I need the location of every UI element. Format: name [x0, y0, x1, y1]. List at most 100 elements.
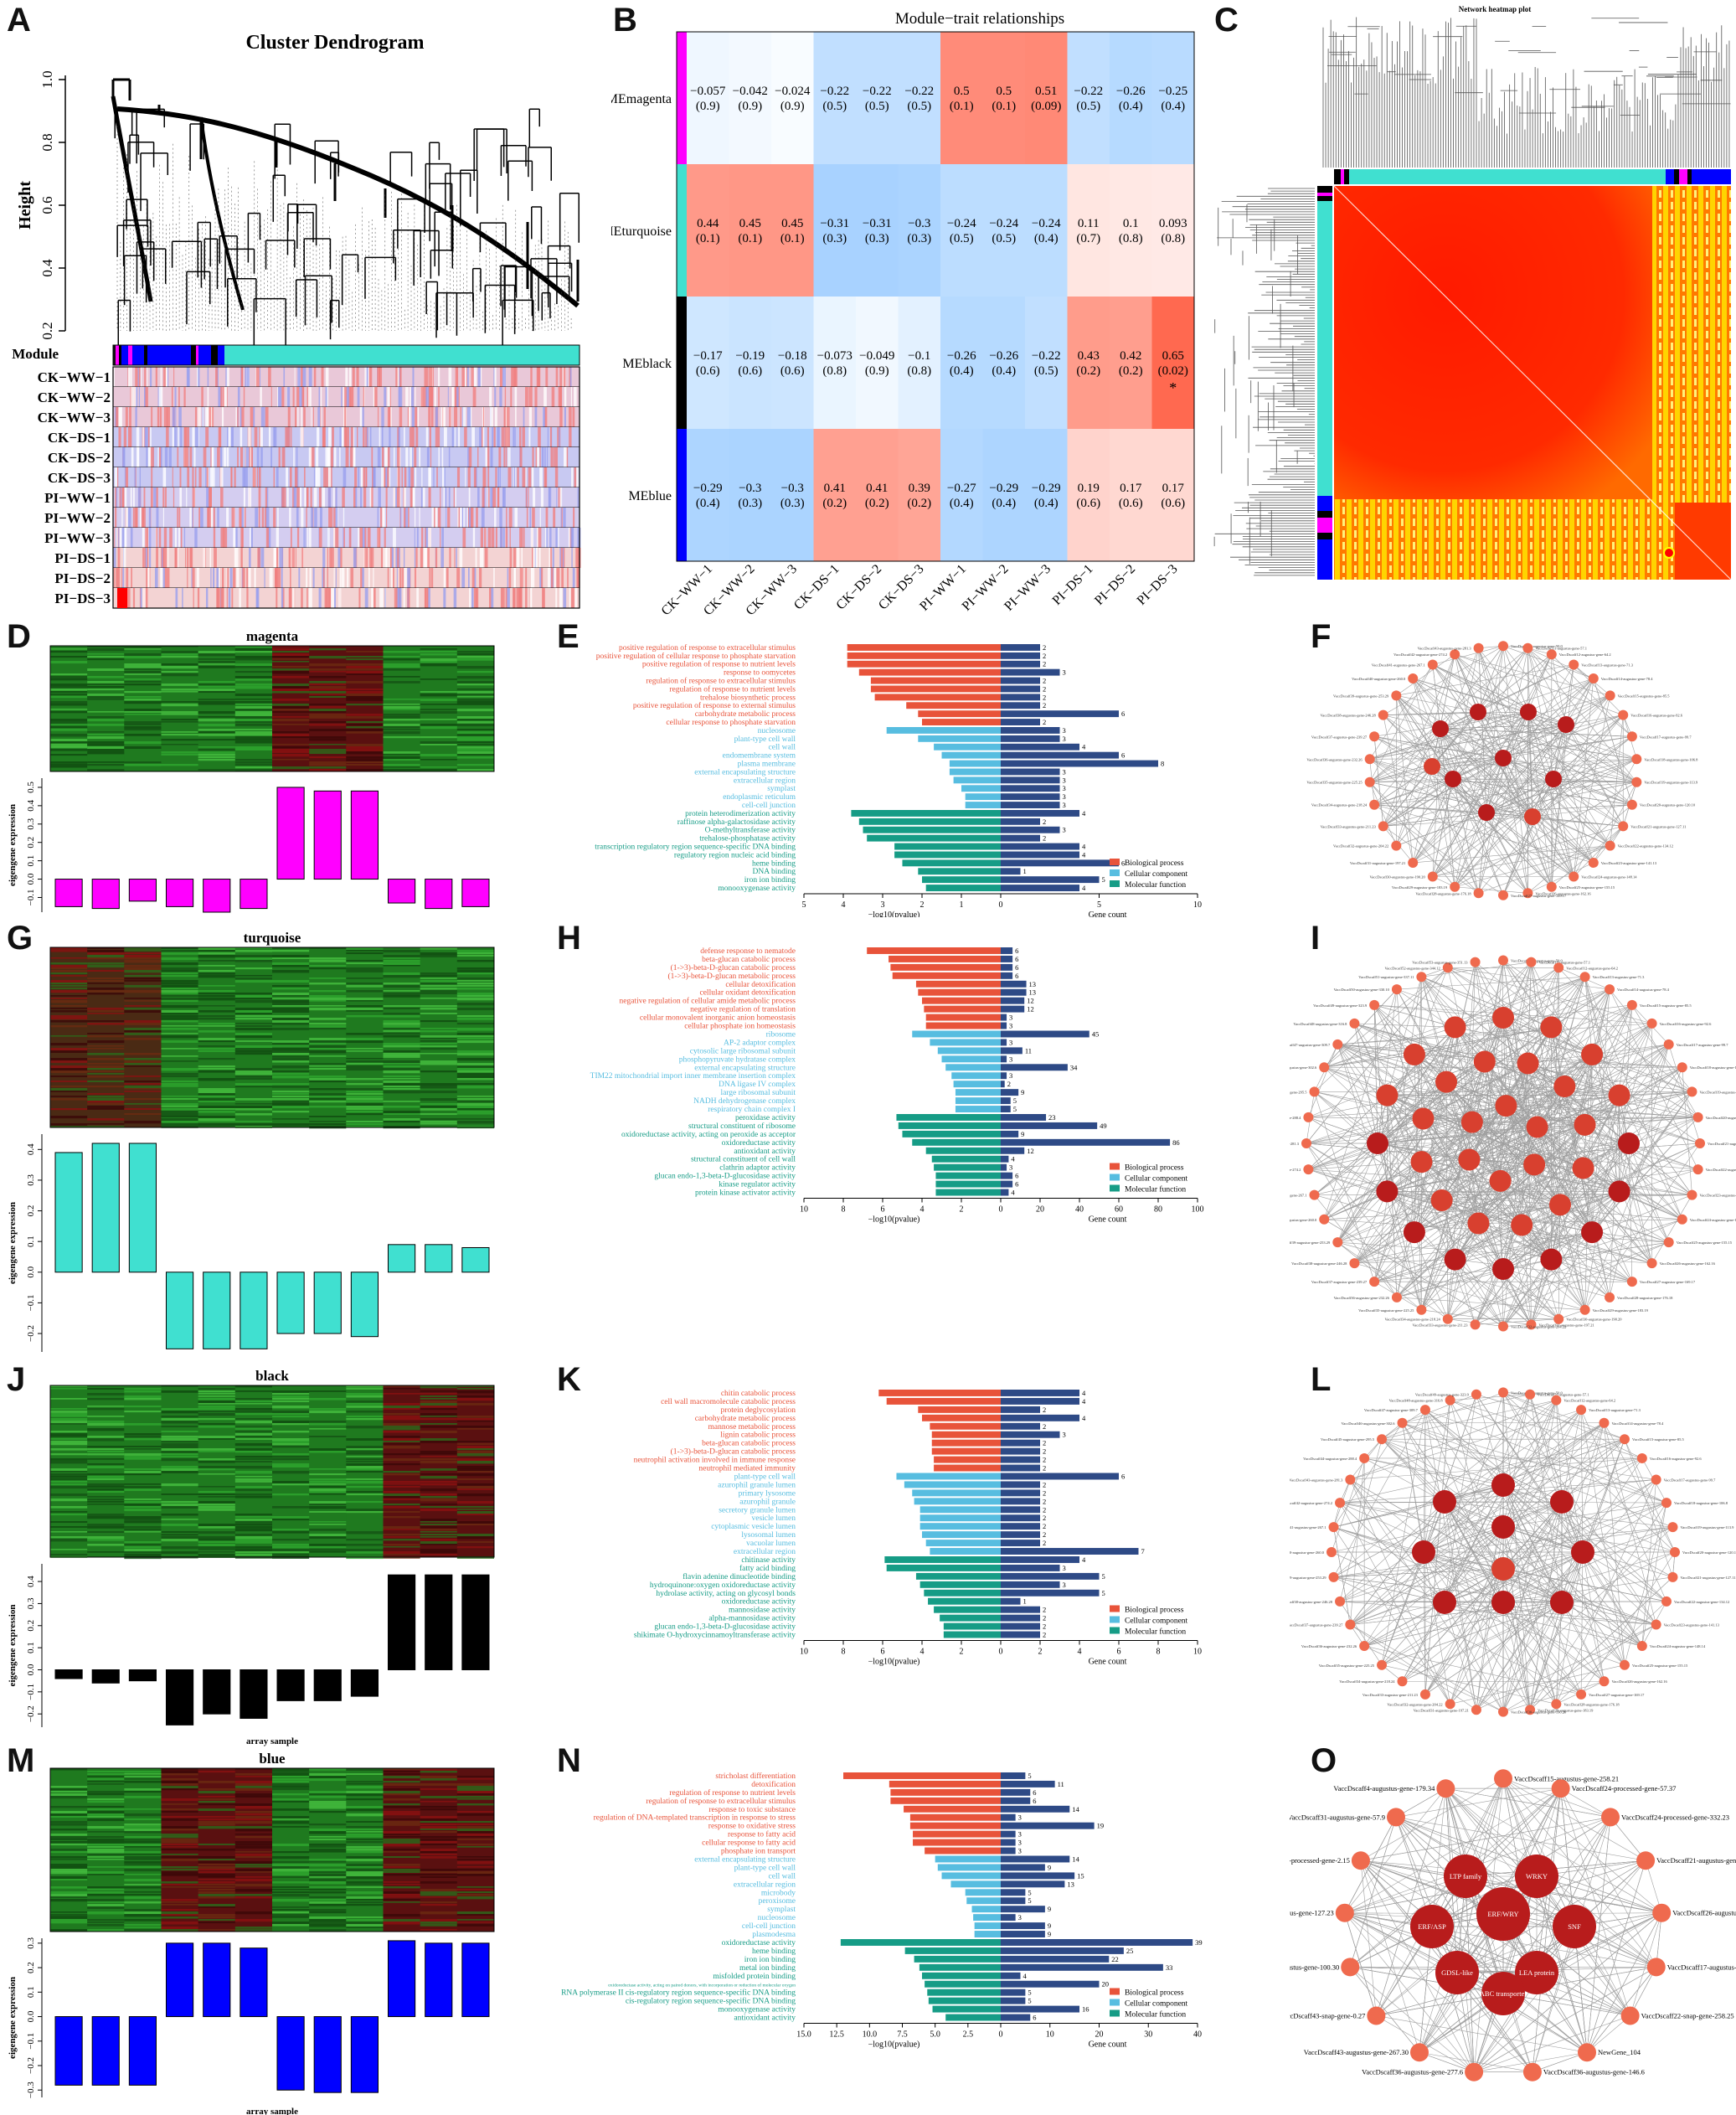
eigengene-heatmap-stripe [272, 1411, 310, 1414]
go-count-bar [1001, 1805, 1070, 1813]
cell-pvalue: (0.1) [738, 232, 762, 245]
heatmap-stripe [325, 387, 327, 407]
eigengene-heatmap-stripe [50, 970, 88, 972]
heatmap-stripe [368, 548, 372, 568]
eigengene-heatmap-stripe [346, 1876, 384, 1880]
eigengene-heatmap-stripe [346, 1481, 384, 1484]
go-xlabel-left: −log10(pvalue) [868, 1658, 920, 1667]
module-trait-cell [1110, 164, 1152, 297]
go-count-label: 15 [1077, 1871, 1084, 1880]
eigengene-heatmap-stripe [420, 1844, 457, 1845]
eigengene-heatmap-stripe [87, 716, 125, 719]
eigengene-heatmap-stripe [272, 1073, 310, 1076]
eigengene-heatmap-stripe [87, 724, 125, 726]
go-term-label: (1->3)-beta-D-glucan catabolic process [671, 963, 796, 972]
heatmap-stripe [257, 548, 260, 568]
go-term-label: nucleosome [758, 727, 796, 735]
eigengene-ytick-label: 0.0 [26, 1266, 36, 1277]
go-term-label: cellular oxidant detoxification [700, 988, 796, 998]
eigengene-heatmap-stripe [161, 714, 198, 715]
eigengene-bar [166, 1942, 194, 2018]
heatmap-stripe [131, 447, 134, 467]
heatmap-stripe [341, 568, 345, 588]
eigengene-heatmap-stripe [87, 744, 125, 746]
eigengene-heatmap-stripe [234, 1033, 272, 1036]
eigengene-heatmap-stripe [234, 947, 272, 949]
go-pvalue-bar [858, 818, 1001, 825]
eigengene-heatmap-stripe [124, 1398, 162, 1401]
heatmap-stripe [322, 427, 326, 447]
eigengene-heatmap-stripe [346, 1493, 384, 1496]
eigengene-heatmap-stripe [50, 1486, 88, 1489]
eigengene-heatmap-stripe [161, 1788, 198, 1791]
eigengene-heatmap-stripe [198, 1398, 235, 1401]
eigengene-heatmap-stripe [272, 648, 310, 651]
eigengene-heatmap-stripe [161, 1121, 198, 1123]
eigengene-heatmap-stripe [272, 716, 310, 718]
eigengene-heatmap-stripe [420, 993, 457, 994]
eigengene-heatmap-stripe [383, 1030, 420, 1032]
heatmap-stripe [250, 447, 253, 467]
go-pvalue-bar [945, 1064, 1001, 1071]
cell-pvalue: (0.8) [907, 364, 931, 378]
module-trait-cell [687, 32, 729, 164]
eigengene-heatmap-stripe [87, 962, 125, 965]
eigengene-heatmap-stripe [309, 769, 347, 771]
dendrogram-branch [303, 238, 332, 277]
eigengene-heatmap-stripe [198, 1023, 235, 1025]
eigengene-heatmap-stripe [346, 983, 384, 984]
heatmap-stripe [205, 588, 209, 608]
eigengene-heatmap-stripe [420, 1549, 457, 1552]
go-count-bar [1001, 760, 1158, 767]
go-count-label: 3 [1009, 1022, 1012, 1030]
eigengene-heatmap-stripe [456, 1829, 494, 1832]
eigengene-heatmap-stripe [420, 1038, 457, 1039]
heatmap-stripe [267, 528, 271, 548]
cell-pvalue: (0.5) [822, 100, 847, 113]
heatmap-stripe [552, 548, 554, 568]
eigengene-heatmap-stripe [87, 1035, 125, 1038]
eigengene-heatmap-stripe [346, 1000, 384, 1002]
eigengene-heatmap-stripe [272, 1043, 310, 1045]
eigengene-heatmap-stripe [383, 1121, 420, 1123]
eigengene-heatmap-stripe [161, 1073, 198, 1076]
eigengene-heatmap-stripe [272, 1876, 310, 1879]
eigengene-heatmap-stripe [456, 952, 494, 955]
go-pvalue-bar [934, 1464, 1001, 1472]
eigengene-heatmap-stripe [383, 1388, 420, 1390]
eigengene-heatmap-stripe [420, 741, 457, 745]
go-term-label: detoxification [751, 1780, 796, 1789]
eigengene-heatmap-stripe [87, 648, 125, 652]
heatmap-stripe [377, 508, 379, 528]
eigengene-heatmap-stripe [87, 1929, 125, 1932]
eigengene-heatmap-stripe [161, 1506, 198, 1509]
eigengene-heatmap-stripe [198, 1818, 235, 1821]
eigengene-heatmap-stripe [272, 684, 310, 687]
go-pvalue-bar [937, 1864, 1001, 1871]
heatmap-stripe [460, 407, 462, 427]
eigengene-heatmap-stripe [87, 1793, 125, 1796]
eigengene-heatmap-stripe [420, 1889, 457, 1892]
go-pvalue-bar [966, 1897, 1001, 1905]
heatmap-stripe [575, 548, 580, 568]
heatmap-stripe [538, 528, 542, 548]
eigengene-heatmap-stripe [383, 751, 420, 754]
heatmap-stripe [505, 588, 507, 608]
heatmap-stripe [276, 548, 278, 568]
heatmap-stripe [502, 528, 506, 548]
heatmap-stripe [214, 548, 217, 568]
eigengene-heatmap-stripe [420, 1423, 457, 1425]
go-count-label: 8 [1161, 760, 1164, 768]
eigengene-heatmap-stripe [198, 1914, 235, 1916]
eigengene-heatmap-stripe [234, 701, 272, 704]
go-left-tick: 8 [842, 1648, 846, 1657]
eigengene-heatmap-stripe [346, 1101, 384, 1103]
cell-correlation: 0.45 [781, 217, 803, 230]
heatmap-stripe [508, 508, 513, 528]
eigengene-heatmap-stripe [124, 1771, 162, 1773]
heatmap-stripe [226, 568, 229, 588]
heatmap-stripe [522, 427, 525, 447]
eigengene-heatmap-stripe [198, 975, 235, 978]
heatmap-stripe [226, 588, 229, 608]
